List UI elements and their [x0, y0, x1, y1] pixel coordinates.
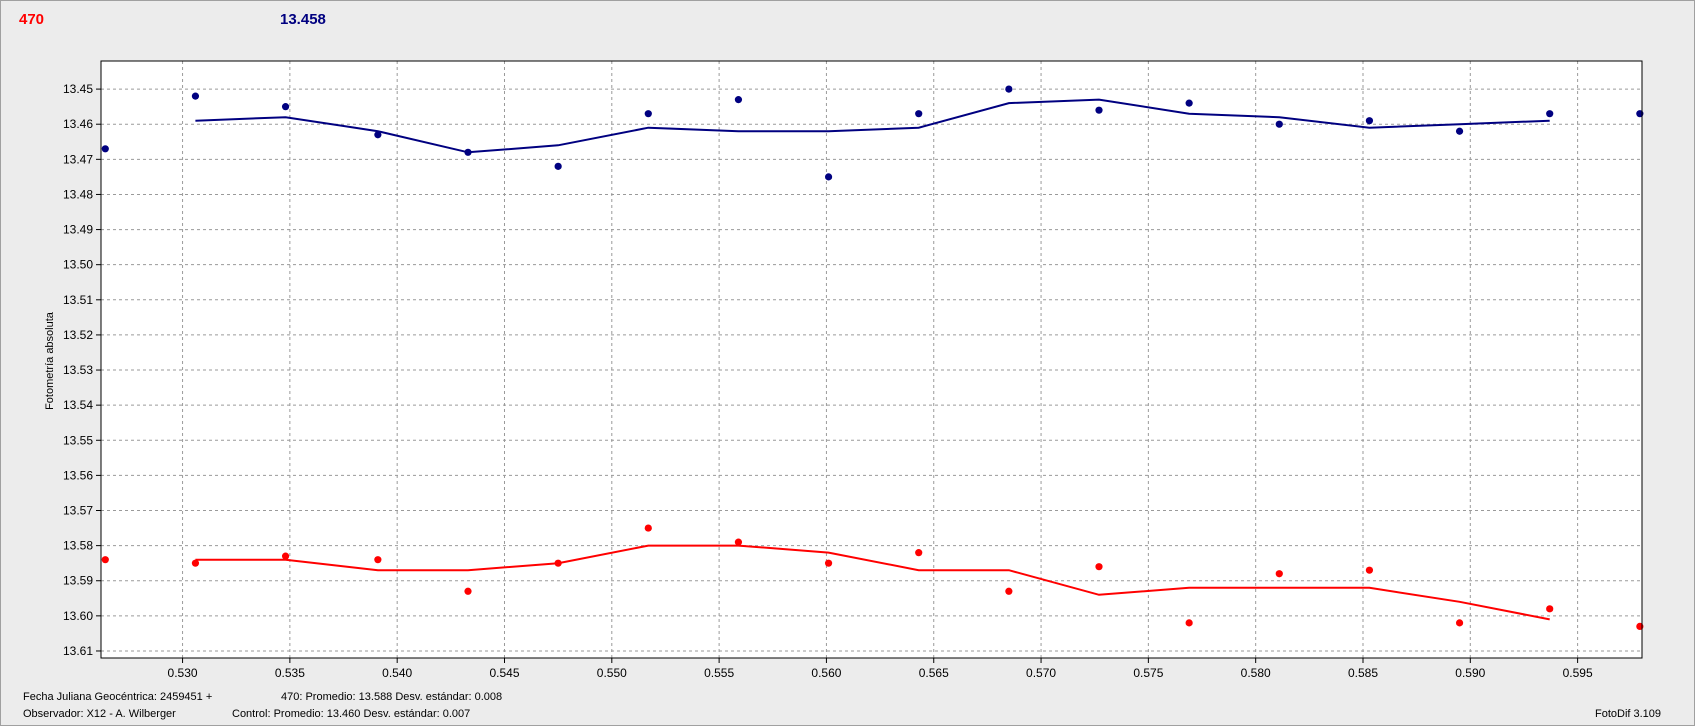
data-point — [281, 103, 290, 111]
data-point — [554, 162, 562, 170]
data-point — [191, 92, 200, 100]
y-tick-label: 13.60 — [63, 609, 93, 623]
data-point — [1185, 619, 1193, 627]
x-tick-label: 0.535 — [275, 666, 305, 680]
variable-star-label: 470 — [19, 11, 45, 28]
x-tick-label: 0.530 — [168, 666, 198, 680]
series-line — [195, 98, 1550, 154]
x-tick-label: 0.540 — [382, 666, 412, 680]
y-tick-label: 13.57 — [63, 504, 93, 518]
data-point — [734, 96, 743, 104]
y-tick-label: 13.46 — [63, 117, 93, 131]
x-tick-label: 0.565 — [919, 666, 949, 680]
x-tick-label: 0.590 — [1455, 666, 1485, 680]
y-tick-label: 13.61 — [63, 644, 93, 658]
y-tick-label: 13.54 — [63, 398, 93, 412]
y-tick-label: 13.47 — [63, 152, 93, 166]
x-tick-label: 0.595 — [1563, 666, 1593, 680]
data-point — [374, 131, 382, 139]
x-tick-label: 0.545 — [489, 666, 519, 680]
julian-date-text: Fecha Juliana Geocéntrica: 2459451 + — [23, 691, 213, 703]
data-point — [824, 559, 833, 567]
plot-border — [100, 60, 1643, 659]
x-tick-label: 0.570 — [1026, 666, 1056, 680]
data-point — [281, 552, 290, 560]
series-line — [195, 544, 1550, 621]
y-axis-label: Fotometría absoluta — [44, 311, 56, 410]
y-tick-label: 13.53 — [63, 363, 93, 377]
data-point — [101, 556, 109, 564]
y-tick-label: 13.45 — [63, 82, 93, 96]
x-tick-label: 0.580 — [1241, 666, 1271, 680]
data-point — [1365, 566, 1374, 574]
y-tick-label: 13.55 — [63, 433, 93, 447]
y-tick-label: 13.50 — [63, 258, 93, 272]
data-point — [1095, 106, 1103, 114]
x-tick-label: 0.585 — [1348, 666, 1378, 680]
data-point — [554, 559, 562, 567]
data-point — [915, 110, 923, 118]
y-tick-label: 13.48 — [63, 187, 93, 201]
data-point — [915, 549, 923, 557]
series-control — [101, 85, 1644, 181]
y-tick-label: 13.58 — [63, 539, 93, 553]
x-tick-label: 0.575 — [1133, 666, 1163, 680]
y-tick-label: 13.52 — [63, 328, 93, 342]
data-point — [464, 587, 472, 595]
y-tick-label: 13.49 — [63, 223, 93, 237]
data-point — [1275, 120, 1283, 128]
data-point — [824, 173, 833, 181]
app-version-text: FotoDif 3.109 — [1595, 708, 1662, 720]
observer-text: Observador: X12 - A. Wilberger — [23, 708, 176, 720]
data-point — [1546, 605, 1554, 613]
data-point — [644, 110, 652, 118]
series — [101, 85, 1644, 630]
data-point — [1365, 117, 1374, 125]
y-tick-label: 13.51 — [63, 293, 93, 307]
variable-stats-text: 470: Promedio: 13.588 Desv. estándar: 0.… — [281, 691, 503, 703]
y-tick-label: 13.59 — [63, 574, 93, 588]
data-point — [1455, 619, 1464, 627]
y-tick-label: 13.56 — [63, 468, 93, 482]
data-point — [374, 556, 382, 564]
data-point — [464, 148, 472, 156]
data-point — [191, 559, 200, 567]
control-value-label: 13.458 — [280, 11, 326, 28]
data-point — [1546, 110, 1554, 118]
x-tick-label: 0.555 — [704, 666, 734, 680]
axes: 13.45 13.46 13.47 13.48 13.49 13.50 13.51 13.52… — [63, 82, 1593, 680]
data-point — [1095, 563, 1103, 571]
data-point — [734, 538, 743, 546]
data-point — [1005, 85, 1013, 93]
plot-area — [101, 61, 1642, 658]
data-point — [1005, 587, 1013, 595]
x-tick-label: 0.550 — [597, 666, 627, 680]
x-tick-label: 0.560 — [811, 666, 841, 680]
data-point — [1185, 99, 1193, 107]
grid — [101, 61, 1642, 658]
data-point — [644, 524, 652, 532]
control-stats-text: Control: Promedio: 13.460 Desv. estándar… — [232, 708, 471, 720]
series-variable — [101, 524, 1644, 630]
data-point — [1275, 570, 1283, 578]
data-point — [101, 145, 109, 153]
data-point — [1455, 127, 1464, 135]
